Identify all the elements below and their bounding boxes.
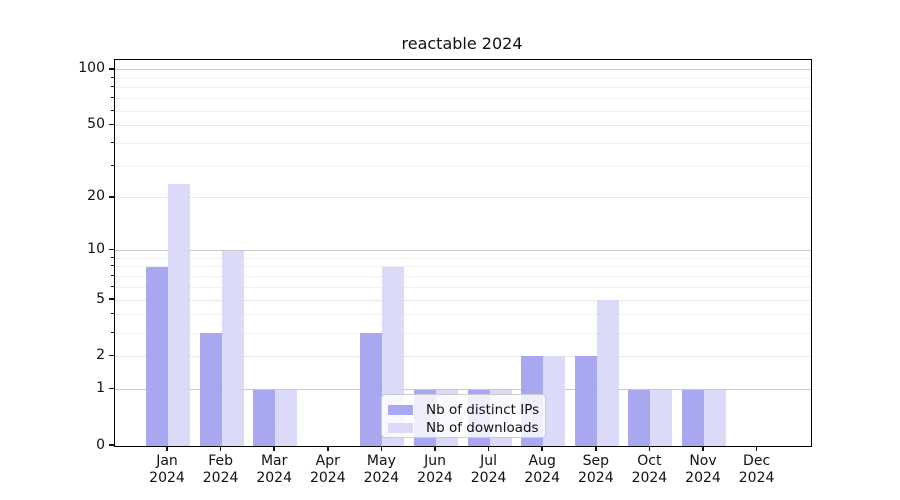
y-grid-line-minor bbox=[115, 276, 811, 278]
y-tick-label: 0 bbox=[96, 436, 105, 453]
bar-downloads bbox=[704, 389, 726, 446]
y-tick-mark bbox=[109, 123, 114, 126]
bar-downloads bbox=[275, 389, 298, 446]
y-grid-line-minor bbox=[115, 286, 811, 288]
y-tick-mark bbox=[109, 387, 114, 390]
y-grid-line-major bbox=[115, 389, 811, 391]
x-tick-mark bbox=[166, 446, 168, 451]
y-grid-line-minor bbox=[115, 332, 811, 334]
y-tick-mark bbox=[109, 248, 114, 251]
legend-label-downloads: Nb of downloads bbox=[426, 420, 539, 436]
y-minor-tick-mark bbox=[111, 331, 114, 333]
y-tick-label: 100 bbox=[78, 60, 105, 77]
y-grid-line-minor bbox=[115, 98, 811, 100]
y-tick-label: 1 bbox=[96, 380, 105, 397]
legend-swatch-distinct-ips-icon bbox=[388, 405, 413, 415]
y-minor-tick-mark bbox=[111, 109, 114, 111]
y-grid-line-minor bbox=[115, 87, 811, 89]
y-grid-line-minor bbox=[115, 142, 811, 144]
x-tick-mark bbox=[434, 446, 436, 451]
x-tick-label: Jun 2024 bbox=[417, 453, 453, 486]
y-minor-tick-mark bbox=[111, 275, 114, 277]
y-grid-line-minor bbox=[115, 110, 811, 112]
bar-distinct-ips bbox=[253, 389, 276, 446]
x-tick-mark bbox=[541, 446, 543, 451]
chart-title: reactable 2024 bbox=[401, 34, 523, 53]
x-tick-mark bbox=[327, 446, 329, 451]
y-grid-line-minor bbox=[115, 77, 811, 79]
y-tick-label: 20 bbox=[87, 188, 105, 205]
y-tick-mark bbox=[109, 68, 114, 70]
y-grid-line-minor bbox=[115, 266, 811, 268]
legend-swatch-downloads-icon bbox=[388, 423, 413, 433]
x-tick-label: Dec 2024 bbox=[738, 453, 775, 486]
y-minor-tick-mark bbox=[111, 141, 114, 143]
bar-downloads bbox=[221, 250, 244, 446]
y-minor-tick-mark bbox=[111, 86, 114, 88]
y-tick-label: 5 bbox=[96, 290, 105, 307]
x-tick-label: Sep 2024 bbox=[577, 453, 614, 486]
x-tick-label: Feb 2024 bbox=[202, 453, 239, 486]
y-minor-tick-mark bbox=[111, 97, 114, 99]
bar-distinct-ips bbox=[628, 389, 651, 446]
y-tick-label: 2 bbox=[96, 346, 105, 363]
legend-row: Nb of downloads bbox=[388, 420, 539, 436]
x-tick-label: May 2024 bbox=[363, 453, 400, 486]
x-tick-mark bbox=[595, 446, 597, 451]
y-tick-label: 50 bbox=[87, 116, 105, 133]
bar-distinct-ips bbox=[199, 333, 222, 446]
y-minor-tick-mark bbox=[111, 285, 114, 287]
y-minor-tick-mark bbox=[111, 313, 114, 315]
y-minor-tick-mark bbox=[111, 76, 114, 78]
bar-distinct-ips bbox=[682, 389, 704, 446]
y-minor-tick-mark bbox=[111, 256, 114, 258]
x-tick-label: Apr 2024 bbox=[309, 453, 346, 486]
x-tick-mark bbox=[648, 446, 651, 451]
y-grid-line-minor bbox=[115, 355, 811, 357]
y-tick-mark bbox=[109, 196, 114, 198]
x-tick-label: Aug 2024 bbox=[524, 453, 560, 486]
legend-label-distinct-ips: Nb of distinct IPs bbox=[426, 402, 540, 418]
x-tick-label: Jul 2024 bbox=[470, 453, 507, 486]
y-grid-line-minor bbox=[115, 314, 811, 316]
y-minor-tick-mark bbox=[111, 164, 114, 166]
bar-distinct-ips bbox=[574, 356, 597, 446]
bar-downloads bbox=[168, 183, 190, 446]
y-grid-line-minor bbox=[115, 165, 811, 167]
x-tick-label: Jan 2024 bbox=[149, 453, 185, 486]
y-grid-line-minor bbox=[115, 257, 811, 259]
y-tick-mark bbox=[109, 354, 114, 357]
y-grid-line-minor bbox=[115, 299, 811, 301]
x-tick-mark bbox=[219, 446, 222, 451]
bar-distinct-ips bbox=[360, 333, 383, 446]
y-tick-label: 10 bbox=[87, 241, 105, 258]
legend: Nb of distinct IPs Nb of downloads bbox=[381, 394, 546, 438]
legend-row: Nb of distinct IPs bbox=[388, 402, 540, 418]
y-grid-line-minor bbox=[115, 197, 811, 199]
x-tick-mark bbox=[380, 446, 383, 451]
bar-downloads bbox=[650, 389, 673, 446]
x-tick-mark bbox=[273, 446, 275, 451]
x-tick-mark bbox=[702, 446, 704, 451]
y-grid-line-minor bbox=[115, 125, 811, 127]
y-tick-mark bbox=[109, 298, 114, 300]
x-tick-label: Oct 2024 bbox=[631, 453, 668, 486]
x-tick-label: Nov 2024 bbox=[685, 453, 721, 486]
y-tick-mark bbox=[109, 444, 114, 446]
bar-distinct-ips bbox=[146, 266, 168, 446]
plot-area: Nb of distinct IPs Nb of downloads bbox=[114, 59, 812, 447]
y-grid-line-major bbox=[115, 250, 811, 252]
x-tick-mark bbox=[755, 446, 758, 451]
x-tick-mark bbox=[487, 446, 490, 451]
x-tick-label: Mar 2024 bbox=[256, 453, 292, 486]
bar-downloads bbox=[596, 300, 619, 446]
y-minor-tick-mark bbox=[111, 265, 114, 267]
y-grid-line-major bbox=[115, 69, 811, 71]
bar-downloads bbox=[543, 356, 566, 446]
